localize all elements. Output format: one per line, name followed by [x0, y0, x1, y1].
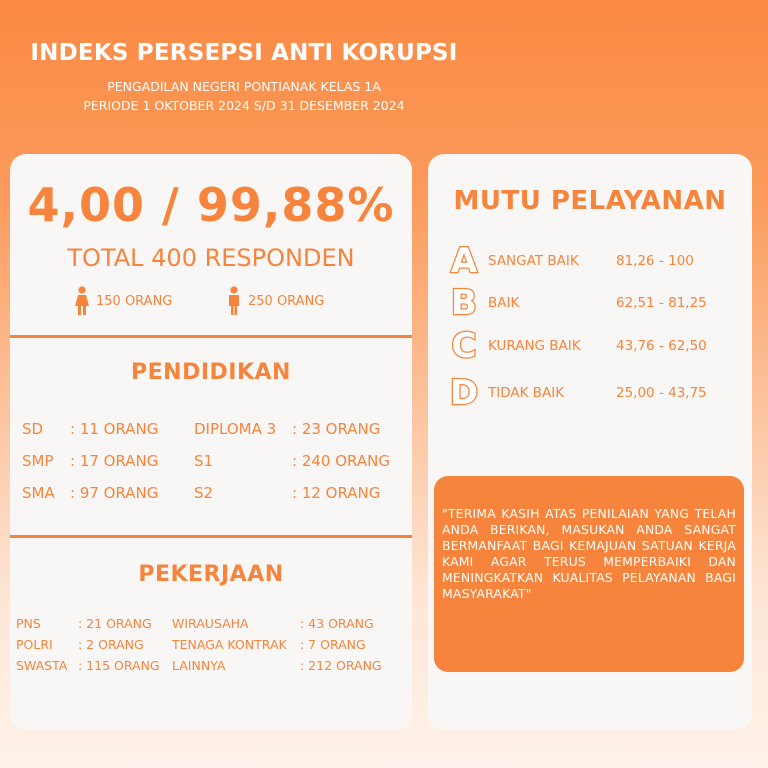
grade-range: 62,51 - 81,25: [616, 295, 707, 311]
grade-label: SANGAT BAIK: [488, 253, 579, 269]
grade-letter-d-icon: D: [449, 372, 480, 415]
job-label: SWASTA: [16, 658, 68, 673]
job-value: : 212 ORANG: [300, 658, 382, 673]
mutu-title: MUTU PELAYANAN: [453, 186, 727, 216]
edu-label: S1: [194, 452, 214, 470]
pekerjaan-title: PEKERJAAN: [138, 562, 284, 587]
divider-top: [10, 335, 412, 338]
edu-value: : 11 ORANG: [70, 420, 159, 438]
grade-range: 81,26 - 100: [616, 253, 694, 269]
job-label: TENAGA KONTRAK: [172, 637, 287, 652]
female-count: 150 ORANG: [74, 286, 172, 316]
grade-range: 43,76 - 62,50: [616, 338, 707, 354]
grade-label: TIDAK BAIK: [488, 385, 565, 401]
edu-value: : 17 ORANG: [70, 452, 159, 470]
grade-range: 25,00 - 43,75: [616, 385, 707, 401]
job-value: : 2 ORANG: [78, 637, 144, 652]
thank-you-quote: "TERIMA KASIH ATAS PENILAIAN YANG TELAH …: [442, 506, 736, 601]
male-count: 250 ORANG: [226, 286, 324, 316]
grade-letter-a-icon: A: [450, 240, 479, 283]
edu-value: : 23 ORANG: [292, 420, 381, 438]
edu-value: : 97 ORANG: [70, 484, 159, 502]
grade-letter-c-icon: C: [450, 325, 477, 368]
thank-you-quote-box: "TERIMA KASIH ATAS PENILAIAN YANG TELAH …: [434, 476, 744, 672]
edu-label: DIPLOMA 3: [194, 420, 277, 438]
grade-row-d: D TIDAK BAIK 25,00 - 43,75: [448, 372, 707, 415]
divider-middle: [10, 535, 412, 538]
respondent-card: 4,00 / 99,88% TOTAL 400 RESPONDEN 150 OR…: [10, 154, 412, 730]
grade-label: BAIK: [488, 295, 520, 311]
grade-row-b: B BAIK 62,51 - 81,25: [448, 282, 707, 325]
score-display: 4,00 / 99,88%: [27, 178, 395, 232]
job-label: POLRI: [16, 637, 53, 652]
edu-value: : 12 ORANG: [292, 484, 381, 502]
grade-row-c: C KURANG BAIK 43,76 - 62,50: [448, 325, 706, 368]
edu-value: : 240 ORANG: [292, 452, 390, 470]
edu-label: SMP: [22, 452, 54, 470]
female-person-icon: [75, 286, 89, 315]
edu-label: SD: [22, 420, 44, 438]
mutu-card: MUTU PELAYANAN A SANGAT BAIK 81,26 - 100…: [428, 154, 752, 730]
grade-label: KURANG BAIK: [488, 338, 581, 354]
male-count-label: 250 ORANG: [248, 293, 325, 309]
job-value: : 115 ORANG: [78, 658, 160, 673]
pendidikan-title: PENDIDIKAN: [131, 360, 291, 385]
total-respondents: TOTAL 400 RESPONDEN: [67, 244, 355, 272]
page-subtitle-period: PERIODE 1 OKTOBER 2024 S/D 31 DESEMBER 2…: [83, 98, 405, 113]
female-count-label: 150 ORANG: [96, 293, 173, 309]
job-value: : 7 ORANG: [300, 637, 366, 652]
job-value: : 21 ORANG: [78, 616, 152, 631]
job-label: LAINNYA: [172, 658, 226, 673]
male-person-icon: [229, 286, 239, 315]
job-label: WIRAUSAHA: [172, 616, 249, 631]
job-label: PNS: [16, 616, 41, 631]
job-value: : 43 ORANG: [300, 616, 374, 631]
grade-letter-b-icon: B: [450, 282, 478, 325]
page-title: INDEKS PERSEPSI ANTI KORUPSI: [30, 40, 458, 66]
edu-label: SMA: [22, 484, 55, 502]
grade-row-a: A SANGAT BAIK 81,26 - 100: [448, 240, 694, 283]
edu-label: S2: [194, 484, 214, 502]
page-subtitle-court: PENGADILAN NEGERI PONTIANAK KELAS 1A: [107, 79, 381, 94]
